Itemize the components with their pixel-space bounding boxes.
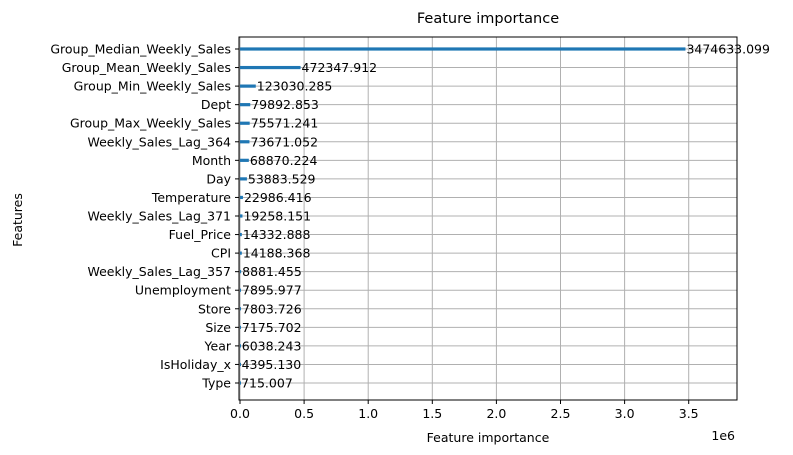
x-tick-label: 1.0 bbox=[358, 406, 378, 421]
bar bbox=[240, 325, 241, 329]
x-tick-label: 0.0 bbox=[230, 406, 250, 421]
y-axis-label: Features bbox=[10, 193, 25, 247]
value-label: 53883.529 bbox=[248, 171, 316, 186]
bar bbox=[240, 381, 241, 385]
value-label: 7803.726 bbox=[242, 301, 302, 316]
y-tick-label: Temperature bbox=[151, 190, 231, 205]
value-label: 6038.243 bbox=[242, 338, 302, 353]
bar bbox=[240, 84, 256, 88]
y-tick-label: CPI bbox=[211, 246, 231, 261]
value-label: 68870.224 bbox=[250, 153, 318, 168]
bar bbox=[240, 177, 247, 181]
bar bbox=[240, 344, 241, 348]
bar bbox=[240, 251, 242, 255]
bar bbox=[240, 288, 242, 292]
value-label: 4395.130 bbox=[242, 357, 302, 372]
value-label: 123030.285 bbox=[257, 79, 333, 94]
y-tick-label: Group_Mean_Weekly_Sales bbox=[62, 60, 231, 75]
y-tick-label: Fuel_Price bbox=[169, 227, 232, 242]
y-tick-label: Year bbox=[204, 338, 232, 353]
y-tick-label: Group_Min_Weekly_Sales bbox=[74, 79, 231, 94]
bar bbox=[240, 140, 250, 144]
bar bbox=[240, 214, 243, 218]
y-tick-label: Day bbox=[206, 171, 231, 186]
x-axis-offset-text: 1e6 bbox=[711, 428, 735, 443]
bar bbox=[240, 232, 242, 237]
bars bbox=[240, 47, 686, 385]
value-label: 3474633.099 bbox=[686, 42, 770, 57]
value-label: 8881.455 bbox=[242, 264, 302, 279]
y-tick-label: Unemployment bbox=[135, 283, 231, 298]
value-labels: 3474633.099 472347.912 123030.285 79892.853… bbox=[241, 42, 770, 391]
y-tick-label: Month bbox=[192, 153, 231, 168]
y-tick-label: Weekly_Sales_Lag_364 bbox=[87, 134, 231, 149]
plot-frame bbox=[238, 36, 738, 401]
y-tick-label: Store bbox=[198, 301, 231, 316]
x-axis-ticks: 0.0 0.5 1.0 1.5 2.0 2.5 3.0 3.5 bbox=[230, 400, 699, 421]
x-tick-label: 2.5 bbox=[551, 406, 571, 421]
bar bbox=[240, 195, 243, 200]
chart-title: Feature importance bbox=[417, 11, 559, 27]
value-label: 19258.151 bbox=[243, 209, 311, 224]
bar bbox=[240, 103, 251, 107]
value-label: 715.007 bbox=[241, 376, 293, 391]
value-label: 79892.853 bbox=[251, 97, 319, 112]
x-tick-label: 2.0 bbox=[486, 406, 506, 421]
y-axis-ticks: Group_Median_Weekly_Sales Group_Mean_Week… bbox=[50, 42, 239, 391]
grid-lines bbox=[239, 37, 737, 400]
bar bbox=[240, 158, 249, 162]
y-tick-label: Type bbox=[201, 376, 231, 391]
bar bbox=[240, 307, 242, 311]
y-tick-label: Group_Median_Weekly_Sales bbox=[50, 42, 231, 57]
x-axis-label: Feature importance bbox=[427, 430, 550, 445]
value-label: 472347.912 bbox=[302, 60, 378, 75]
value-label: 75571.241 bbox=[251, 116, 319, 131]
x-tick-label: 3.5 bbox=[679, 406, 699, 421]
y-tick-label: Group_Max_Weekly_Sales bbox=[70, 116, 231, 131]
value-label: 14188.368 bbox=[243, 246, 311, 261]
y-tick-label: IsHoliday_x bbox=[160, 357, 231, 372]
bar bbox=[240, 362, 241, 367]
value-label: 22986.416 bbox=[244, 190, 312, 205]
bar bbox=[240, 65, 301, 70]
y-tick-label: Dept bbox=[201, 97, 231, 112]
x-tick-label: 0.5 bbox=[294, 406, 314, 421]
y-tick-label: Size bbox=[205, 320, 231, 335]
y-tick-label: Weekly_Sales_Lag_357 bbox=[87, 264, 231, 279]
bar bbox=[240, 121, 250, 125]
x-tick-label: 1.5 bbox=[422, 406, 442, 421]
value-label: 73671.052 bbox=[250, 134, 318, 149]
y-tick-label: Weekly_Sales_Lag_371 bbox=[87, 209, 231, 224]
x-tick-label: 3.0 bbox=[615, 406, 635, 421]
value-label: 7175.702 bbox=[242, 320, 302, 335]
bar bbox=[240, 270, 242, 274]
value-label: 7895.977 bbox=[242, 283, 302, 298]
bar bbox=[240, 47, 686, 51]
value-label: 14332.888 bbox=[243, 227, 311, 242]
